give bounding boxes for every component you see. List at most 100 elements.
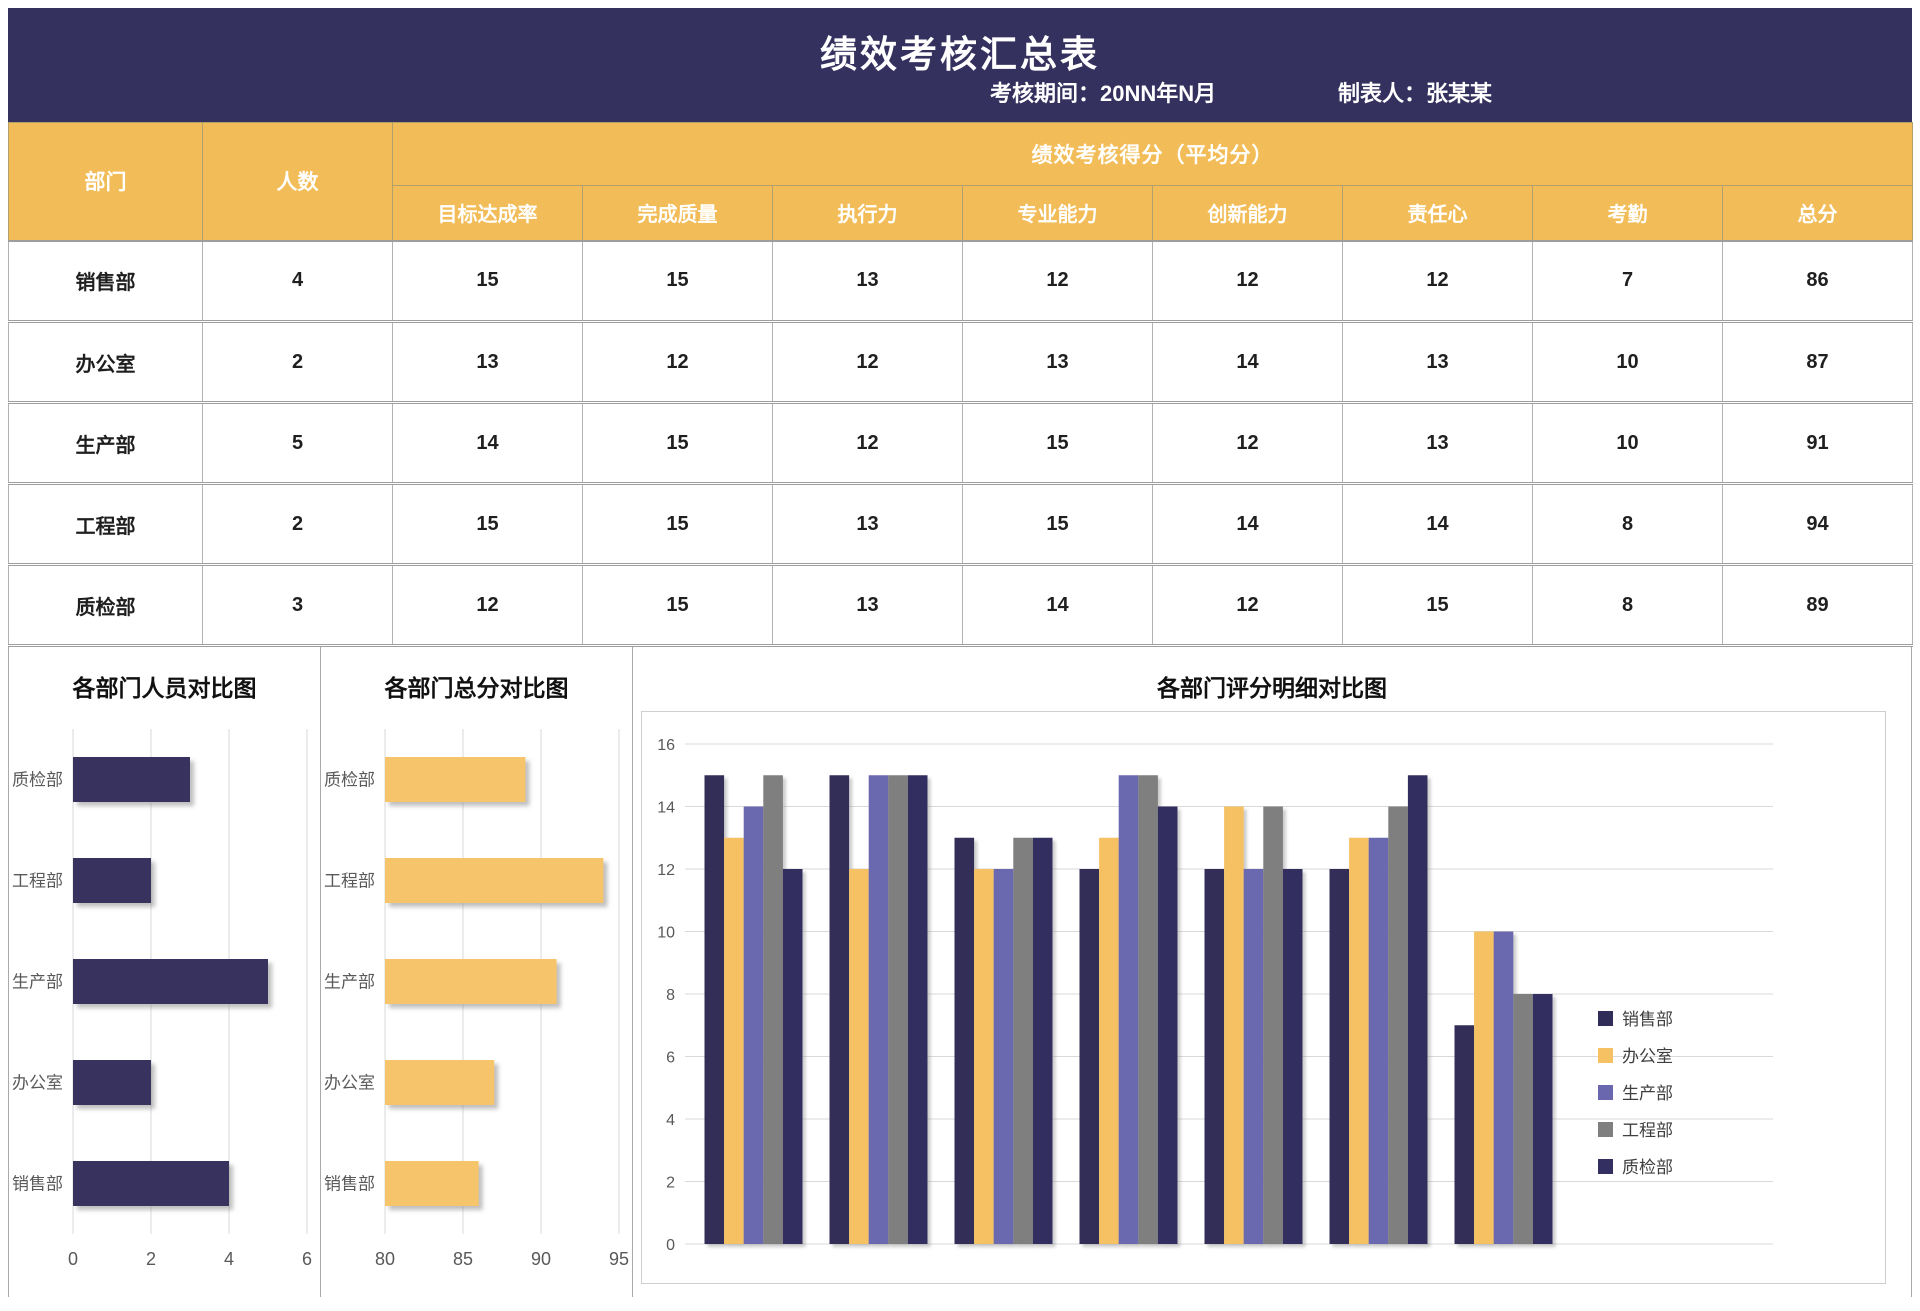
bar-销售部 <box>385 1161 479 1206</box>
cell-score: 14 <box>392 402 583 485</box>
cell-score: 8 <box>1532 483 1723 566</box>
bar-质检部 <box>385 757 526 802</box>
bar-生产部-目标达成率 <box>743 806 764 1244</box>
legend-label-销售部: 销售部 <box>1622 1010 1673 1029</box>
bar-质检部-执行力 <box>1032 837 1053 1244</box>
cell-score: 15 <box>1342 564 1533 647</box>
cell-score: 15 <box>392 239 583 323</box>
cell-score: 12 <box>1152 402 1343 485</box>
col-header-score-6: 考勤 <box>1532 185 1723 241</box>
category-label: 质检部 <box>324 771 375 790</box>
bar-工程部-完成质量 <box>888 775 908 1244</box>
legend-label-生产部: 生产部 <box>1622 1084 1673 1103</box>
bar-工程部-目标达成率 <box>763 775 783 1244</box>
total-score-chart-title: 各部门总分对比图 <box>384 675 569 701</box>
cell-score: 12 <box>582 321 773 404</box>
bar-办公室-创新能力 <box>1224 806 1244 1244</box>
cell-score: 8 <box>1532 564 1723 647</box>
bar-工程部 <box>73 858 151 903</box>
cell-score: 15 <box>582 239 773 323</box>
assessment-period: 考核期间：20NN年N月 <box>990 76 1216 108</box>
x-tick-label: 0 <box>68 1249 78 1269</box>
cell-department: 工程部 <box>8 483 203 566</box>
col-header-score-2: 执行力 <box>772 185 963 241</box>
table-row: 销售部 4 15 15 13 12 12 12 7 86 <box>8 239 1913 323</box>
bar-工程部-责任心 <box>1388 806 1408 1244</box>
bar-工程部-考勤 <box>1513 994 1533 1244</box>
charts-strip: 各部门人员对比图 0 2 4 6 质检部 工程部 生产部 办公室 销售部 各部门总分对比图 80… <box>8 647 1912 1297</box>
bar-生产部-专业能力 <box>1118 775 1139 1244</box>
table-row: 办公室 2 13 12 12 13 14 13 10 87 <box>8 321 1913 404</box>
bar-工程部-创新能力 <box>1263 806 1283 1244</box>
bar-销售部-专业能力 <box>1079 869 1100 1244</box>
bar-销售部-目标达成率 <box>704 775 725 1244</box>
category-label: 办公室 <box>12 1074 63 1093</box>
headcount-chart-title: 各部门人员对比图 <box>72 675 257 701</box>
cell-score: 13 <box>1342 402 1533 485</box>
legend-label-质检部: 质检部 <box>1622 1158 1673 1177</box>
bar-质检部 <box>73 757 190 802</box>
bar-生产部-创新能力 <box>1243 869 1264 1244</box>
legend-swatch-工程部 <box>1598 1122 1613 1137</box>
cell-score: 7 <box>1532 239 1723 323</box>
y-tick-label: 8 <box>666 987 675 1004</box>
cell-score: 10 <box>1532 321 1723 404</box>
table-header-row-1: 部门 人数 绩效考核得分（平均分） <box>8 122 1913 241</box>
bar-工程部-执行力 <box>1013 837 1033 1244</box>
cell-headcount: 2 <box>202 483 393 566</box>
legend-swatch-销售部 <box>1598 1011 1613 1026</box>
bar-质检部-专业能力 <box>1157 806 1178 1244</box>
report-page: 绩效考核汇总表 考核期间：20NN年N月 制表人：张某某 部门 人数 绩效考核得分（… <box>8 8 1913 1297</box>
bar-质检部-责任心 <box>1407 775 1428 1244</box>
total-score-chart-panel: 各部门总分对比图 80 85 90 95 质检部 工程部 生产部 办公室 销售部 <box>321 647 633 1297</box>
x-tick-label: 2 <box>146 1249 156 1269</box>
bar-办公室 <box>73 1060 151 1105</box>
x-tick-label: 90 <box>531 1249 551 1269</box>
y-tick-label: 12 <box>657 862 675 879</box>
bar-办公室-目标达成率 <box>724 837 744 1244</box>
bar-办公室-责任心 <box>1349 837 1369 1244</box>
bar-质检部-考勤 <box>1532 994 1553 1244</box>
cell-total: 87 <box>1722 321 1913 404</box>
col-header-score-3: 专业能力 <box>962 185 1153 241</box>
cell-score: 13 <box>392 321 583 404</box>
cell-score: 12 <box>1152 564 1343 647</box>
preparer: 制表人：张某某 <box>1338 76 1492 108</box>
category-label: 质检部 <box>12 771 63 790</box>
assessment-period-label: 考核期间： <box>990 81 1101 106</box>
bar-销售部-执行力 <box>954 837 975 1244</box>
cell-headcount: 3 <box>202 564 393 647</box>
y-tick-label: 4 <box>666 1112 675 1129</box>
score-detail-chart-title: 各部门评分明细对比图 <box>1157 675 1387 701</box>
col-header-score-0: 目标达成率 <box>392 185 583 241</box>
cell-headcount: 5 <box>202 402 393 485</box>
cell-score: 12 <box>1152 239 1343 323</box>
y-tick-label: 6 <box>666 1050 675 1067</box>
category-label: 生产部 <box>12 973 63 992</box>
bar-销售部-责任心 <box>1329 869 1350 1244</box>
table-row: 生产部 5 14 15 12 15 12 13 10 91 <box>8 402 1913 485</box>
cell-score: 15 <box>582 564 773 647</box>
bar-质检部-目标达成率 <box>782 869 803 1244</box>
col-header-headcount: 人数 <box>202 122 393 241</box>
performance-summary-table: 部门 人数 绩效考核得分（平均分） 目标达成率 完成质量 执行力 专业能力 创新能力 责任心 考勤… <box>8 122 1913 647</box>
cell-score: 13 <box>772 564 963 647</box>
cell-score: 12 <box>1342 239 1533 323</box>
score-detail-chart-panel: 各部门评分明细对比图 0 2 4 6 8 10 12 14 16 销售部 办公室 生产部 工程部 质检部 <box>633 647 1912 1297</box>
legend-swatch-生产部 <box>1598 1085 1613 1100</box>
bar-质检部-完成质量 <box>907 775 928 1244</box>
cell-score: 14 <box>1342 483 1533 566</box>
preparer-value: 张某某 <box>1426 81 1493 106</box>
y-tick-label: 2 <box>666 1175 675 1192</box>
table-body: 销售部 4 15 15 13 12 12 12 7 86 办公室 2 13 12 12 13 14 13 10 87 生… <box>8 239 1913 647</box>
cell-score: 15 <box>962 483 1153 566</box>
bar-销售部 <box>73 1161 229 1206</box>
bar-生产部-执行力 <box>993 869 1014 1244</box>
category-label: 工程部 <box>324 872 375 891</box>
y-tick-label: 10 <box>657 925 675 942</box>
bar-办公室-考勤 <box>1474 931 1494 1244</box>
y-tick-label: 16 <box>657 737 675 754</box>
bar-销售部-完成质量 <box>829 775 850 1244</box>
